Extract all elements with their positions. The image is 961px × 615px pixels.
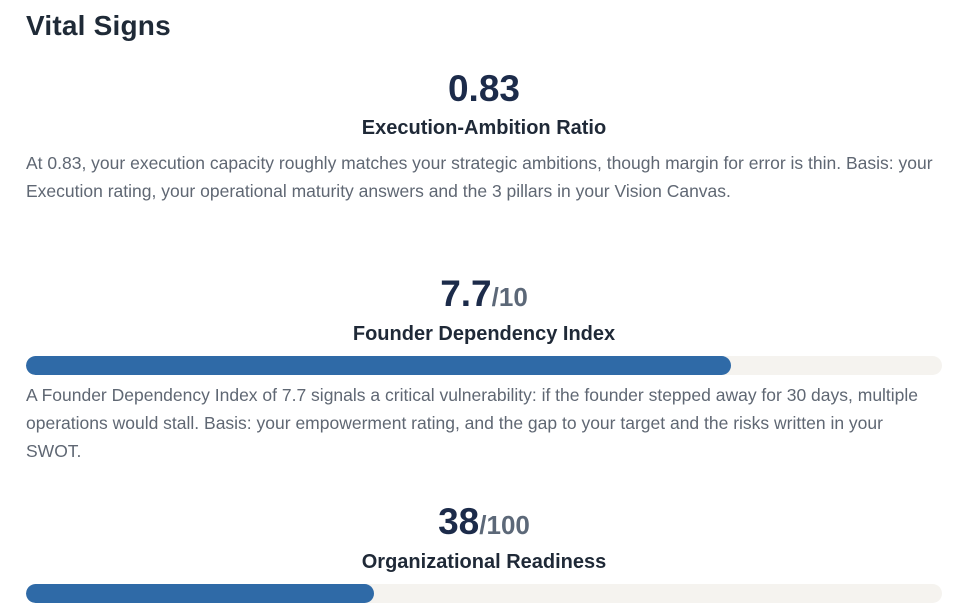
metric-organizational-readiness: 38/100 Organizational Readiness	[26, 500, 942, 603]
section-title: Vital Signs	[26, 10, 171, 41]
metric-value: 7.7/10	[26, 272, 942, 319]
progress-bar-track	[26, 356, 942, 375]
metric-value: 38/100	[26, 500, 942, 547]
progress-bar-fill	[26, 356, 732, 375]
metric-label: Organizational Readiness	[361, 551, 607, 573]
metric-value-suffix: /10	[491, 282, 528, 312]
metric-description: At 0.83, your execution capacity roughly…	[26, 153, 933, 201]
metric-execution-ambition: 0.83 Execution-Ambition Ratio At 0.83, y…	[26, 67, 942, 205]
metric-value-suffix: /100	[479, 510, 530, 540]
progress-bar-track	[26, 584, 942, 603]
metric-value-number: 0.83	[447, 68, 520, 109]
metric-label: Founder Dependency Index	[352, 323, 616, 345]
progress-bar-fill	[26, 584, 375, 603]
metric-value-number: 7.7	[440, 273, 492, 314]
metric-value-number: 38	[438, 501, 480, 542]
metric-label: Execution-Ambition Ratio	[361, 117, 607, 139]
metric-description: A Founder Dependency Index of 7.7 signal…	[26, 385, 919, 461]
metric-founder-dependency: 7.7/10 Founder Dependency Index A Founde…	[26, 272, 942, 465]
metric-value: 0.83	[26, 67, 942, 111]
